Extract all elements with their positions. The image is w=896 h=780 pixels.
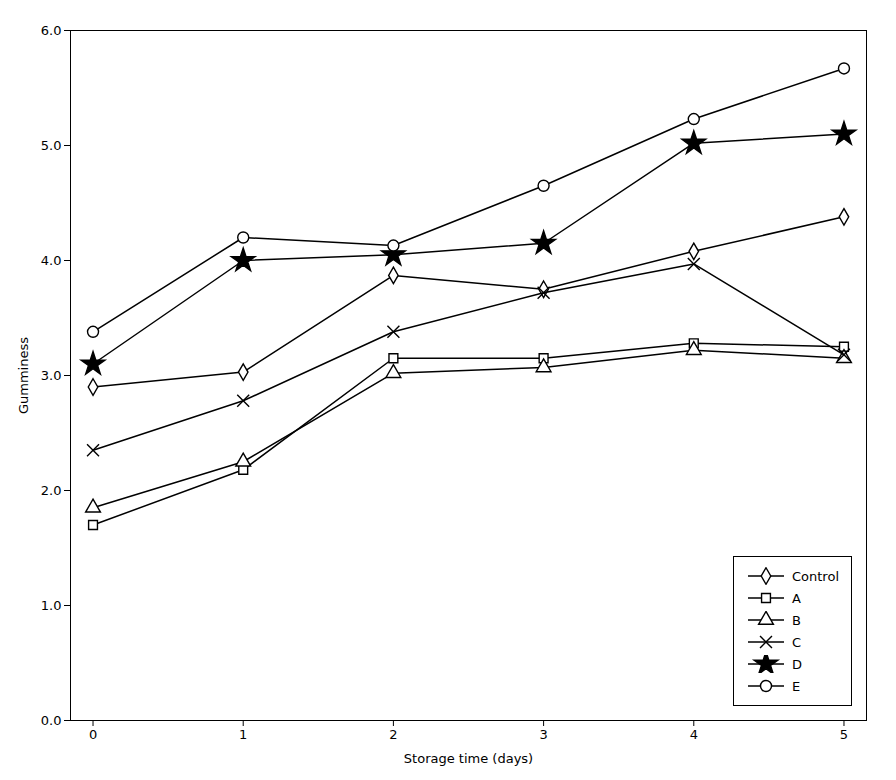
html-text:C: C bbox=[792, 634, 802, 650]
svg-text:0: 0 bbox=[89, 727, 97, 742]
html-text:A: A bbox=[792, 590, 801, 606]
svg-text:6.0: 6.0 bbox=[41, 23, 62, 38]
svg-text:5: 5 bbox=[840, 727, 848, 742]
svg-text:4: 4 bbox=[690, 727, 698, 742]
html-text:B: B bbox=[792, 612, 801, 628]
svg-text:2.0: 2.0 bbox=[41, 483, 62, 498]
svg-text:3.0: 3.0 bbox=[41, 368, 62, 383]
svg-text:3: 3 bbox=[539, 727, 547, 742]
svg-text:2: 2 bbox=[389, 727, 397, 742]
svg-text:0.0: 0.0 bbox=[41, 713, 62, 728]
svg-text:Storage time (days): Storage time (days) bbox=[404, 751, 533, 766]
svg-text:1.0: 1.0 bbox=[41, 598, 62, 613]
svg-text:Gumminess: Gumminess bbox=[16, 337, 31, 414]
svg-text:1: 1 bbox=[239, 727, 247, 742]
html-text:Control: Control bbox=[792, 568, 839, 584]
svg-text:5.0: 5.0 bbox=[41, 138, 62, 153]
html-text:D: D bbox=[792, 656, 802, 672]
html-text:E: E bbox=[792, 678, 801, 694]
svg-text:4.0: 4.0 bbox=[41, 253, 62, 268]
